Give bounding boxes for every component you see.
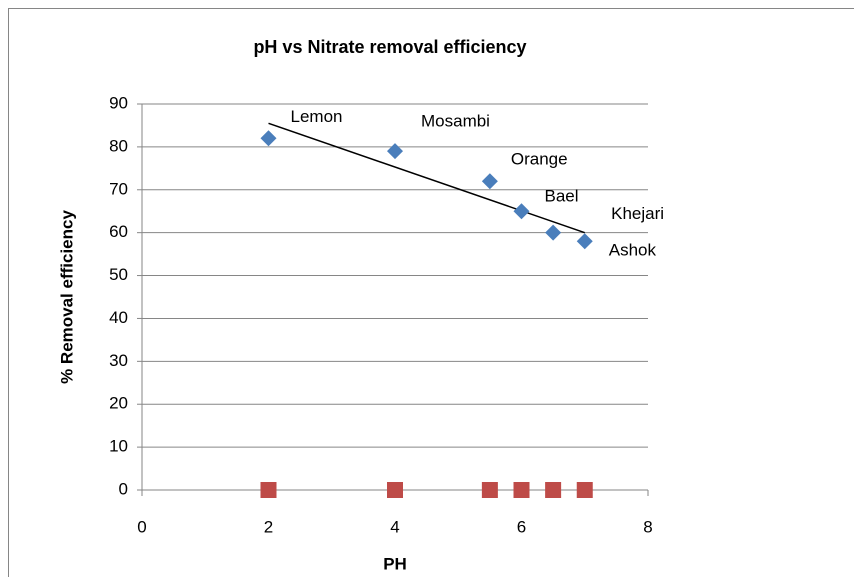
diamond-marker — [513, 203, 530, 220]
y-tick-label: 20 — [109, 394, 128, 413]
point-label: Mosambi — [421, 112, 490, 131]
diamond-marker — [545, 224, 562, 241]
chart-title: pH vs Nitrate removal efficiency — [253, 37, 526, 57]
square-marker — [260, 482, 277, 498]
trendline — [268, 122, 585, 234]
x-tick-label: 2 — [264, 517, 273, 536]
square-marker — [576, 482, 593, 498]
point-label: Lemon — [291, 107, 343, 126]
square-marker — [387, 482, 403, 498]
square-marker — [545, 482, 562, 498]
y-tick-label: 70 — [109, 179, 128, 198]
y-tick-label: 90 — [109, 93, 128, 112]
diamond-marker — [260, 130, 277, 147]
x-axis-title: PH — [383, 554, 407, 573]
y-tick-label: 60 — [109, 222, 128, 241]
x-tick-label: 6 — [517, 517, 526, 536]
diamond-marker — [481, 173, 498, 190]
point-label: Khejari — [611, 204, 664, 223]
point-label: Orange — [511, 150, 568, 169]
square-marker — [513, 482, 530, 498]
point-label: Bael — [545, 187, 579, 206]
y-tick-label: 30 — [109, 351, 128, 370]
chart-frame — [8, 8, 854, 577]
y-tick-label: 10 — [109, 437, 128, 456]
y-tick-label: 50 — [109, 265, 128, 284]
point-label: Ashok — [609, 241, 657, 260]
y-tick-label: 40 — [109, 308, 128, 327]
y-tick-label: 80 — [109, 136, 128, 155]
diamond-marker — [576, 233, 593, 250]
diamond-marker — [387, 143, 403, 160]
x-tick-label: 4 — [390, 517, 399, 536]
square-marker — [481, 482, 498, 498]
x-tick-label: 8 — [643, 517, 652, 536]
y-tick-label: 0 — [119, 479, 128, 498]
y-axis-title: % Removal efficiency — [57, 210, 76, 384]
x-tick-label: 0 — [137, 517, 146, 536]
